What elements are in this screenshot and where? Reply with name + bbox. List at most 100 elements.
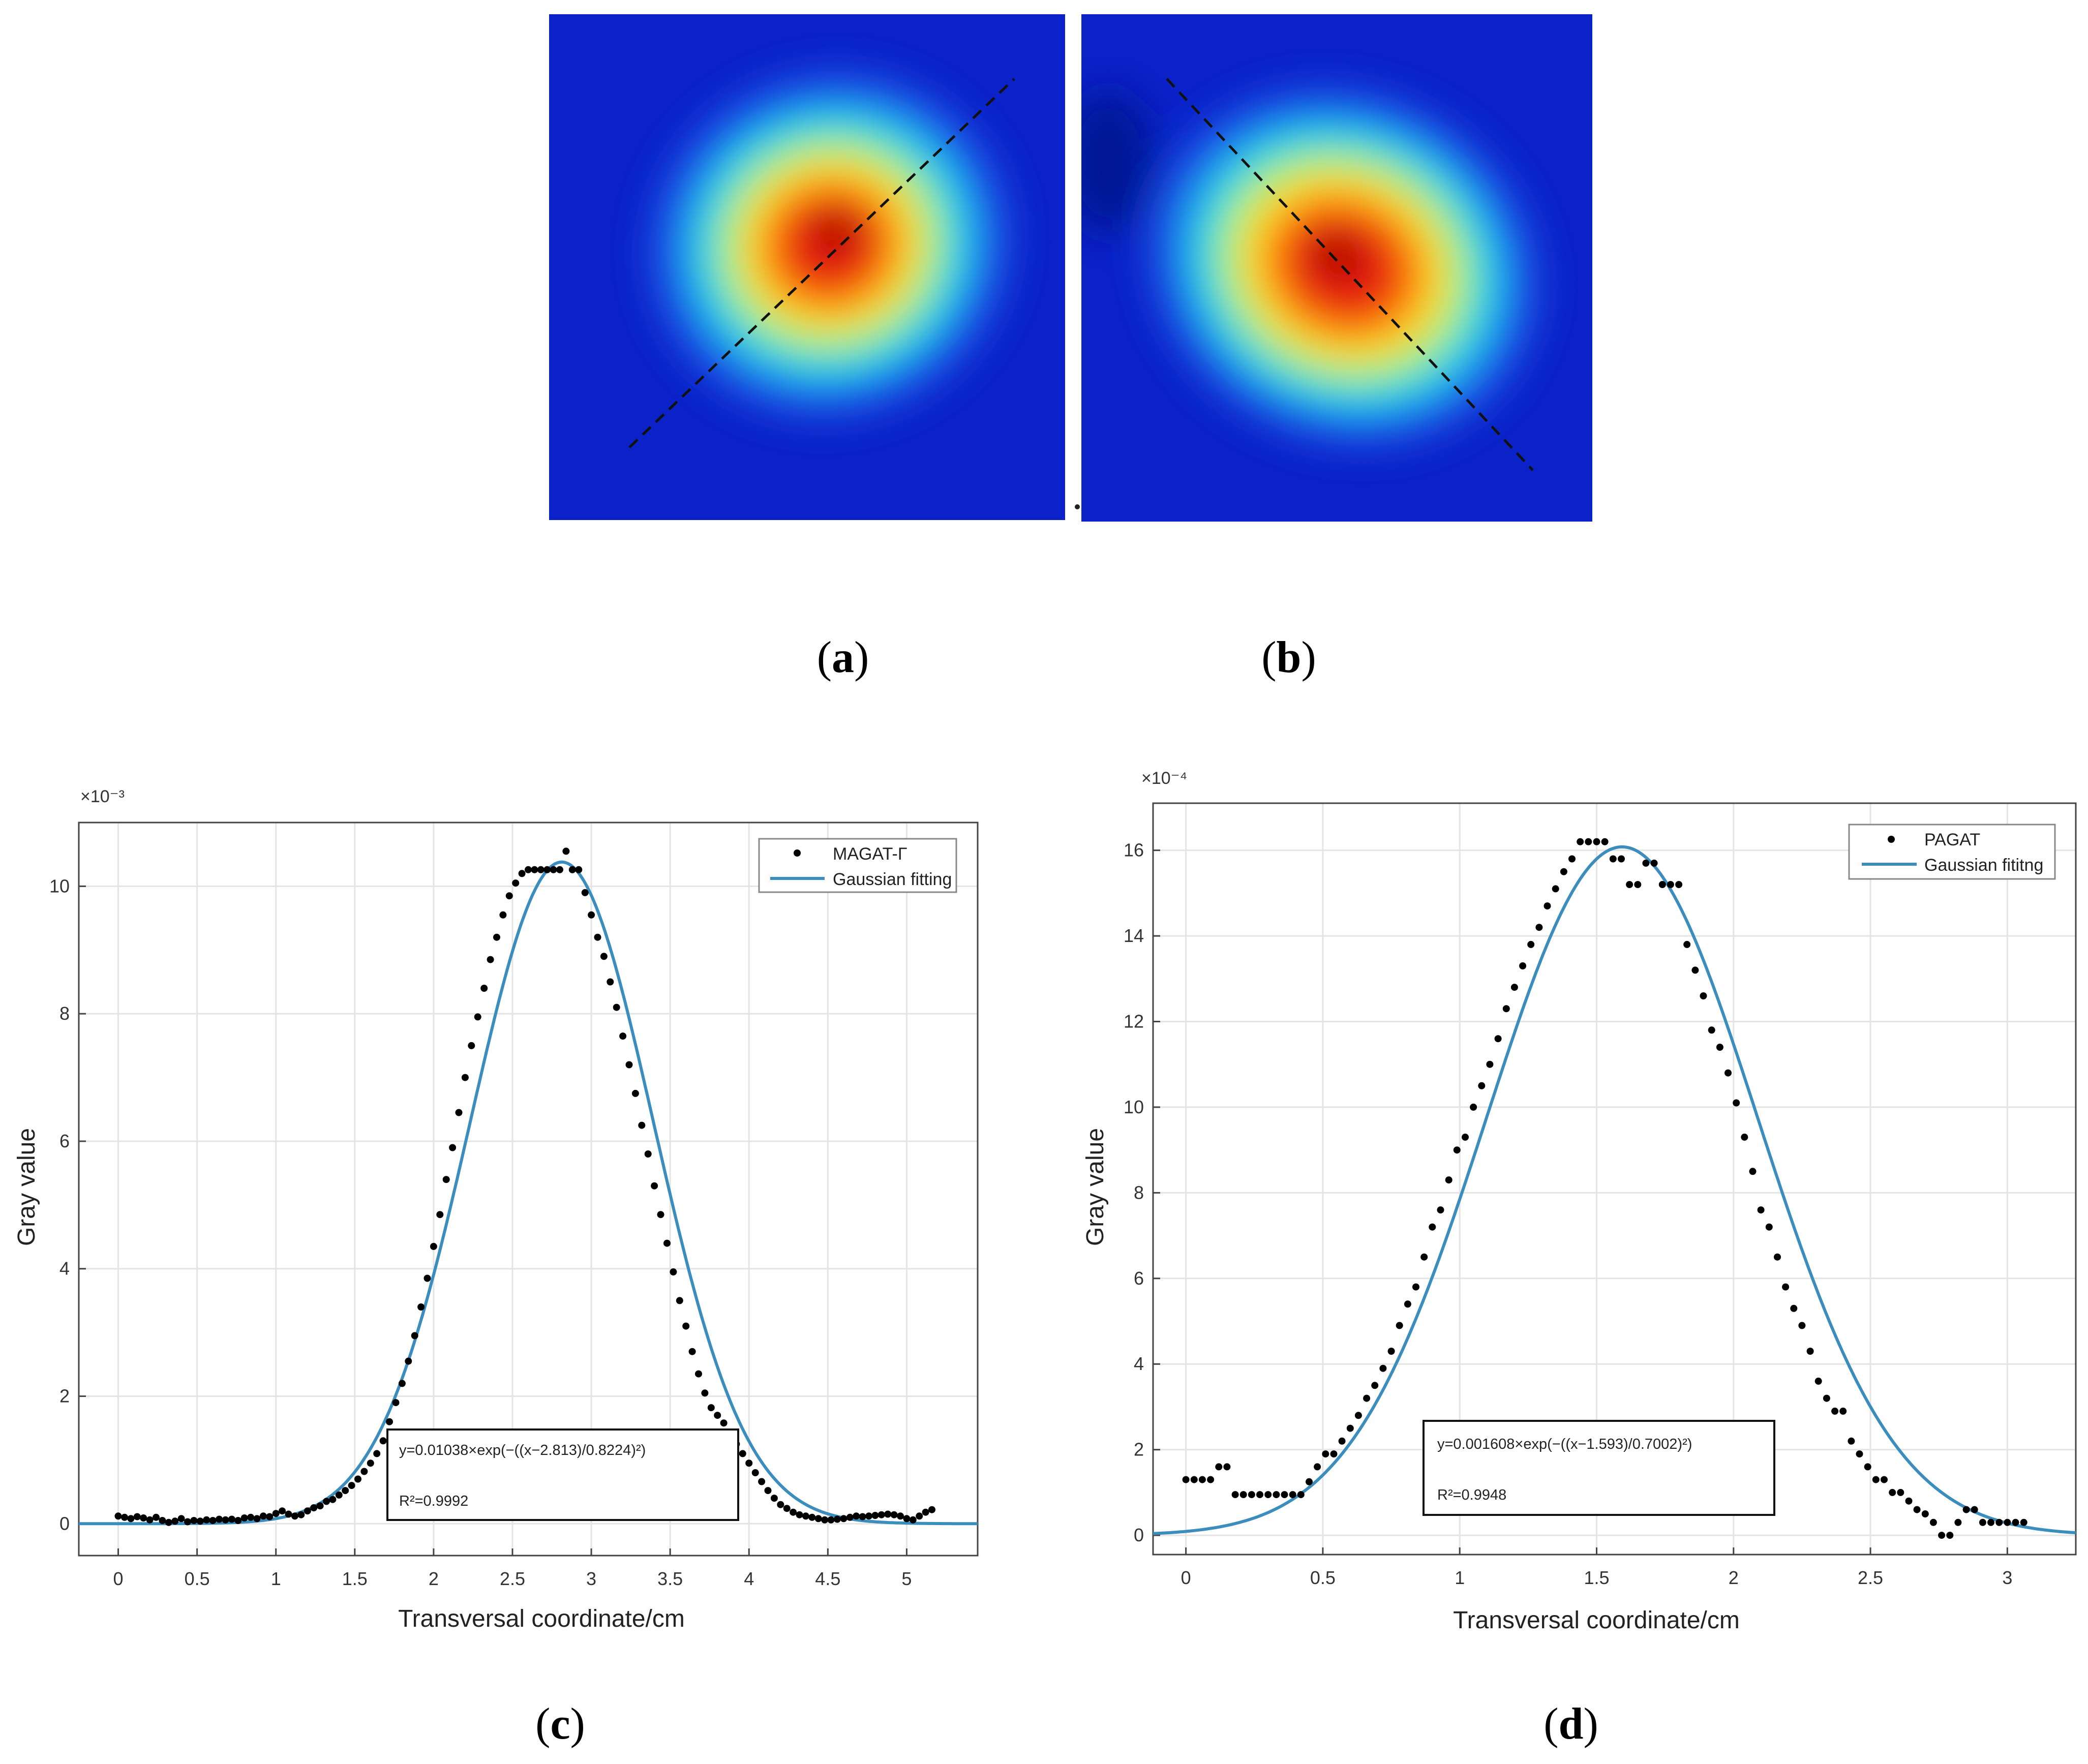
chart-d-data-point xyxy=(1971,1506,1978,1513)
chart-c-data-point xyxy=(461,1074,469,1081)
chart-c-data-point xyxy=(600,953,608,960)
chart-d-data-point xyxy=(1552,885,1559,893)
chart-d-data-point xyxy=(1420,1253,1428,1261)
chart-d-data-point xyxy=(1256,1491,1263,1499)
chart-c-data-point xyxy=(903,1515,911,1523)
chart-d-data-point xyxy=(1264,1491,1272,1499)
chart-c-data-point xyxy=(285,1510,292,1518)
chart-d-data-point xyxy=(2004,1518,2011,1526)
chart-c-ytick-label: 2 xyxy=(59,1386,70,1407)
chart-d-data-point xyxy=(1289,1491,1296,1499)
chart-d-data-point xyxy=(1371,1382,1379,1389)
chart-c-data-point xyxy=(707,1404,715,1412)
chart-c-data-point xyxy=(777,1501,784,1508)
chart-c-data-point xyxy=(140,1514,147,1522)
chart-d-legend-points: PAGAT xyxy=(1924,830,1980,849)
chart-c-r2: R²=0.9992 xyxy=(399,1493,468,1509)
chart-c-data-point xyxy=(146,1516,154,1524)
chart-c-data-point xyxy=(442,1176,450,1183)
chart-c-data-point xyxy=(644,1150,652,1158)
chart-c-data-point xyxy=(121,1513,128,1521)
chart-c-data-point xyxy=(196,1517,204,1525)
chart-d-data-point xyxy=(1733,1099,1740,1107)
chart-c-xlabel: Transversal coordinate/cm xyxy=(398,1605,685,1632)
chart-d-data-point xyxy=(1929,1518,1937,1526)
chart-c-data-point xyxy=(676,1297,683,1304)
chart-c-xtick-label: 1.5 xyxy=(342,1568,368,1589)
chart-d-data-point xyxy=(1814,1377,1822,1385)
chart-d-data-point xyxy=(1577,838,1584,845)
chart-c-data-point xyxy=(739,1450,746,1457)
chart-c-xtick-label: 3 xyxy=(586,1568,596,1589)
chart-c-data-point xyxy=(259,1512,267,1520)
chart-d-data-point xyxy=(1535,924,1543,931)
chart-d-axes-box xyxy=(1152,802,2077,1556)
chart-d-data-point xyxy=(1568,855,1576,863)
chart-c-data-point xyxy=(619,1032,627,1040)
chart-d-ytick-label: 12 xyxy=(1124,1011,1144,1032)
chart-d-data-point xyxy=(1782,1283,1790,1291)
chart-c-data-point xyxy=(663,1239,671,1247)
chart-d-xtick-label: 0.5 xyxy=(1310,1567,1336,1588)
chart-c-data-point xyxy=(323,1498,330,1505)
chart-d-ytick-label: 6 xyxy=(1134,1268,1144,1289)
chart-d-data-point xyxy=(1667,881,1674,888)
chart-c-ytick-label: 6 xyxy=(59,1131,70,1151)
chart-d-data-point xyxy=(1207,1476,1215,1483)
chart-c-xtick-label: 2.5 xyxy=(500,1568,525,1589)
chart-c-data-point xyxy=(304,1507,311,1515)
chart-d-data-point xyxy=(1626,881,1633,888)
chart-c-data-point xyxy=(625,1061,633,1069)
chart-c-data-point xyxy=(714,1412,721,1419)
chart-d-data-point xyxy=(1297,1491,1305,1499)
chart-d-data-point xyxy=(1387,1348,1395,1355)
chart-d-data-point xyxy=(1962,1506,1970,1513)
chart-d-data-point xyxy=(1494,1035,1502,1043)
chart-c-data-point xyxy=(751,1469,759,1476)
chart-c-data-point xyxy=(423,1274,431,1282)
chart-c-data-point xyxy=(379,1437,387,1445)
chart-c-fit-curve xyxy=(79,860,978,1526)
chart-d-data-point xyxy=(1798,1322,1806,1329)
chart-d-data-point xyxy=(1502,1005,1510,1013)
chart-c-data-point xyxy=(291,1512,298,1520)
chart-c-data-point xyxy=(398,1380,406,1387)
chart-d-data-point xyxy=(1379,1364,1387,1372)
chart-c-data-point xyxy=(720,1419,728,1427)
chart-c-data-point xyxy=(575,866,583,873)
chart-d-data-point xyxy=(1691,966,1699,974)
chart-d-data-point xyxy=(1774,1253,1781,1261)
chart-d-data-point xyxy=(1478,1082,1486,1089)
chart-c-data-point xyxy=(928,1506,935,1513)
chart-d-r2: R²=0.9948 xyxy=(1437,1487,1506,1503)
chart-d-data-point xyxy=(1462,1133,1469,1141)
chart-d-data-point xyxy=(1700,992,1707,999)
chart-d-data-point xyxy=(1757,1206,1765,1214)
heatmap-b xyxy=(1081,14,1592,522)
chart-c-data-point xyxy=(367,1459,374,1467)
chart-c-data-point xyxy=(392,1399,400,1407)
chart-d-xtick-label: 2.5 xyxy=(1858,1567,1883,1588)
chart-c-data-point xyxy=(335,1491,343,1499)
chart-c-data-point xyxy=(877,1511,885,1518)
chart-d-data-point xyxy=(1182,1476,1190,1483)
chart-c-data-point xyxy=(808,1513,816,1521)
chart-d-data-point xyxy=(1429,1223,1436,1231)
chart-c-data-point xyxy=(688,1348,696,1355)
chart-d-data-point xyxy=(1445,1176,1452,1184)
chart-d-data-point xyxy=(1658,881,1666,888)
chart-d-data-point xyxy=(1724,1069,1732,1077)
chart-d-data-point xyxy=(2012,1518,2019,1526)
chart-d-data-point xyxy=(1913,1506,1921,1513)
chart-c-data-point xyxy=(203,1516,210,1524)
chart-c-data-point xyxy=(796,1511,803,1518)
chart-c-xtick-label: 5 xyxy=(901,1568,912,1589)
chart-d-ylabel: Gray value xyxy=(1082,1128,1109,1246)
chart-d-data-point xyxy=(1273,1491,1280,1499)
chart-d-data-point xyxy=(1618,855,1625,863)
chart-c-data-point xyxy=(480,985,488,992)
chart-d-data-point xyxy=(1634,881,1642,888)
chart-c-data-point xyxy=(493,933,500,941)
chart-d-data-point xyxy=(1363,1394,1371,1402)
